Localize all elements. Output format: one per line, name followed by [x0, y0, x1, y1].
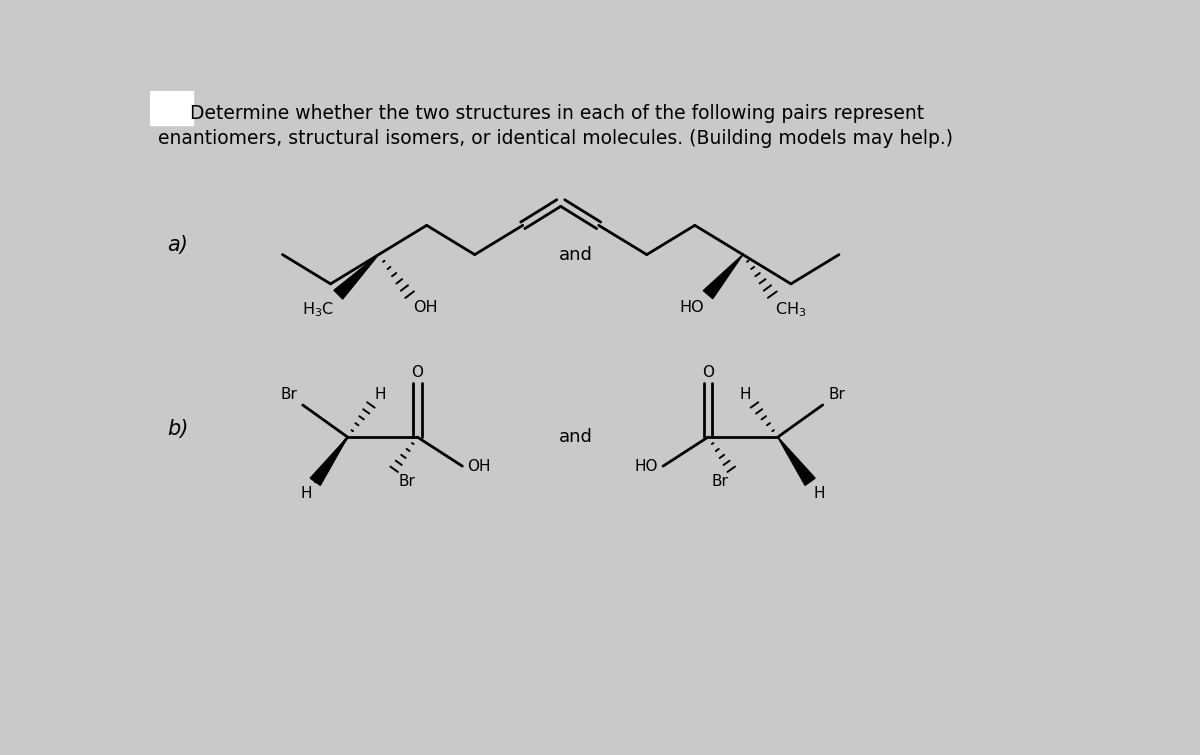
Text: Br: Br: [398, 474, 415, 489]
Text: and: and: [559, 245, 593, 263]
Text: Br: Br: [828, 387, 845, 402]
Polygon shape: [334, 254, 379, 299]
Text: H: H: [301, 486, 312, 501]
Polygon shape: [150, 91, 193, 125]
Text: H: H: [814, 486, 824, 501]
Text: OH: OH: [413, 300, 437, 315]
Text: enantiomers, structural isomers, or identical molecules. (Building models may he: enantiomers, structural isomers, or iden…: [157, 129, 953, 148]
Text: and: and: [559, 428, 593, 446]
Polygon shape: [311, 437, 348, 485]
Text: b): b): [167, 419, 188, 439]
Text: OH: OH: [467, 458, 491, 473]
Text: O: O: [702, 365, 714, 380]
Polygon shape: [778, 437, 815, 485]
Text: HO: HO: [679, 300, 704, 315]
Text: a): a): [167, 235, 188, 254]
Text: H: H: [739, 387, 751, 402]
Text: CH$_3$: CH$_3$: [775, 300, 806, 319]
Text: Determine whether the two structures in each of the following pairs represent: Determine whether the two structures in …: [191, 103, 924, 123]
Polygon shape: [703, 254, 743, 299]
Text: H: H: [374, 387, 386, 402]
Text: Br: Br: [712, 474, 728, 489]
Text: Br: Br: [281, 387, 298, 402]
Text: H$_3$C: H$_3$C: [302, 300, 335, 319]
Text: O: O: [412, 365, 424, 380]
Text: HO: HO: [635, 458, 659, 473]
